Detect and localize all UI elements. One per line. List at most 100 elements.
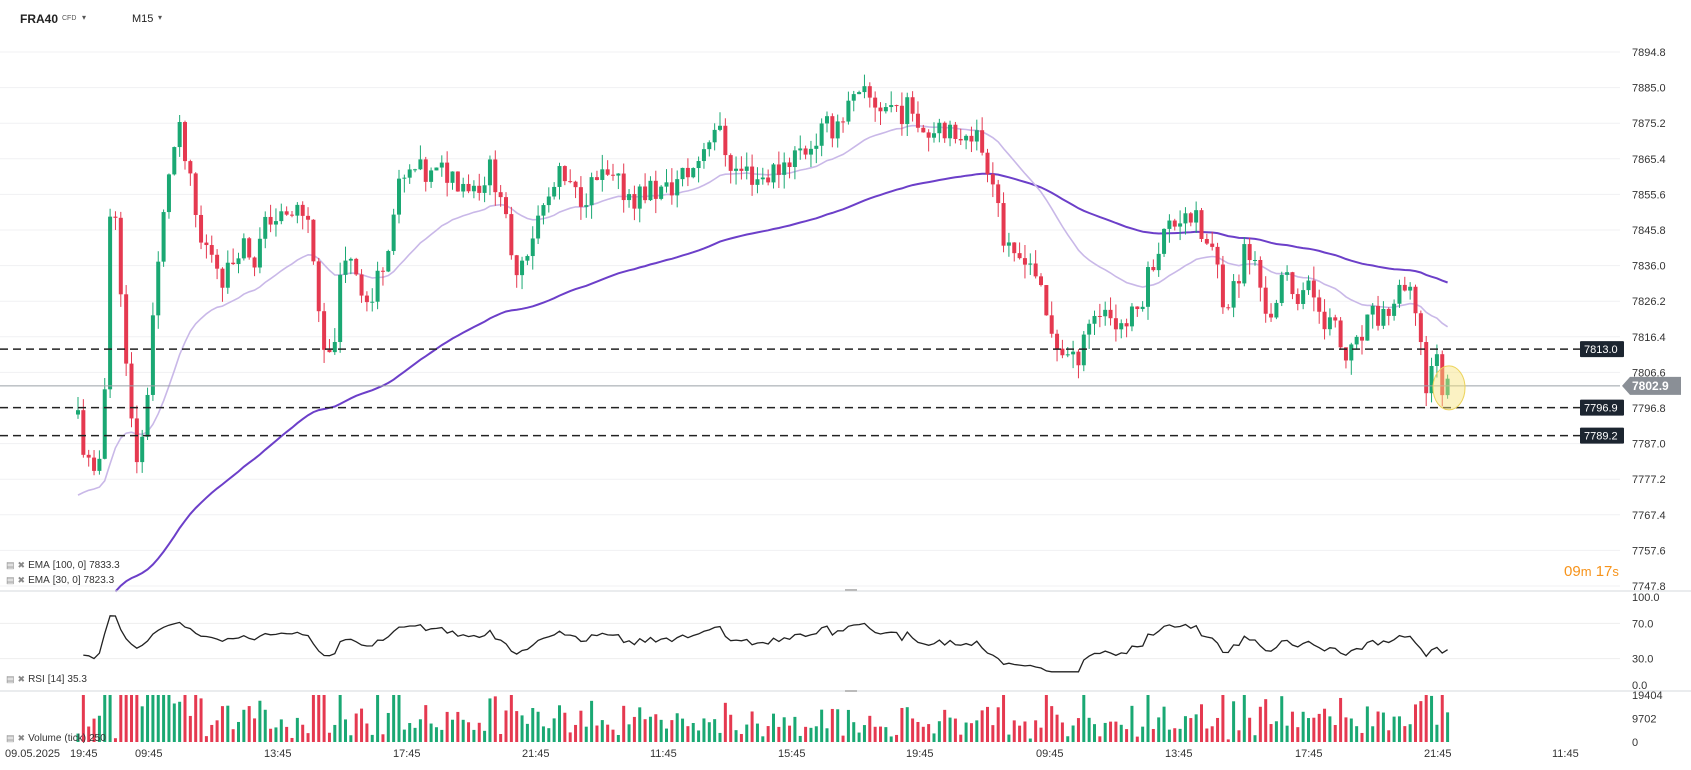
candle <box>562 165 567 186</box>
volume-bar <box>301 724 305 742</box>
volume-bar <box>541 726 545 742</box>
candle <box>1028 253 1033 275</box>
close-icon[interactable]: ✖ <box>17 575 26 585</box>
candle <box>787 157 792 179</box>
volume-bar <box>558 705 561 742</box>
candle <box>290 210 294 218</box>
chevron-down-icon[interactable]: ▾ <box>82 13 87 22</box>
candle-body <box>124 294 129 364</box>
candle <box>1226 304 1231 311</box>
candle-body <box>273 221 278 225</box>
candle <box>760 167 765 185</box>
candle <box>798 135 803 160</box>
volume-bar <box>92 718 96 742</box>
candle <box>905 92 910 137</box>
symbol-selector[interactable]: FRA40 <box>20 12 59 26</box>
candle-body <box>894 105 899 107</box>
chart-toolbar: FRA40 CFD ▾ M15 ▾ <box>0 0 1691 38</box>
volume-bar <box>327 732 331 742</box>
volume-bar <box>1007 734 1011 742</box>
candle-body <box>1162 228 1167 254</box>
candle-body <box>145 394 150 437</box>
candle <box>1076 349 1081 379</box>
candle <box>150 302 155 401</box>
candle <box>1360 325 1364 355</box>
volume-params: (tick) <box>64 733 87 744</box>
volume-bar <box>1050 706 1054 742</box>
close-icon[interactable]: ✖ <box>17 674 26 684</box>
volume-bar <box>290 737 294 742</box>
candle-body <box>1055 333 1060 349</box>
volume-bar <box>830 708 834 742</box>
candle-body <box>808 148 813 155</box>
settings-icon[interactable]: ▤ <box>6 733 15 743</box>
candle <box>1183 207 1188 235</box>
volume-bar <box>397 695 401 742</box>
candle-body <box>1033 263 1038 277</box>
candle-body <box>215 254 220 269</box>
candle-body <box>1285 272 1290 275</box>
volume-bar <box>317 695 321 742</box>
candle <box>1204 233 1209 246</box>
candle <box>113 211 118 230</box>
candle-body <box>691 168 696 178</box>
volume-bar <box>81 695 85 742</box>
volume-bar <box>1141 726 1145 742</box>
candle <box>734 156 739 185</box>
volume-bar <box>162 695 166 742</box>
volume-bar <box>911 718 915 742</box>
candle-body <box>140 436 145 463</box>
candle <box>247 236 252 260</box>
candle-body <box>728 155 733 171</box>
candle <box>380 267 385 286</box>
candle <box>873 91 878 122</box>
volume-bar <box>360 708 364 742</box>
candle-body <box>1135 306 1140 310</box>
volume-bar <box>1216 717 1220 742</box>
candle-body <box>1343 347 1348 361</box>
candle <box>600 154 605 192</box>
settings-icon[interactable]: ▤ <box>6 560 15 570</box>
candle-body <box>236 258 241 265</box>
candle <box>348 257 353 275</box>
candle-body <box>225 262 230 288</box>
volume-bar <box>1210 726 1214 742</box>
candle <box>739 156 744 180</box>
price-tick-label: 7875.2 <box>1632 118 1666 130</box>
candle-body <box>883 107 888 112</box>
price-tick-label: 7796.8 <box>1632 403 1666 415</box>
volume-bar <box>1012 720 1016 742</box>
candle <box>471 180 476 199</box>
timeframe-selector[interactable]: M15 <box>132 13 154 25</box>
candle-body <box>295 204 300 216</box>
candle-body <box>439 162 444 168</box>
candle-body <box>1140 306 1145 310</box>
close-icon[interactable]: ✖ <box>17 560 26 570</box>
candle <box>1242 237 1247 287</box>
candle-body <box>841 121 846 123</box>
candle <box>616 173 621 190</box>
candle <box>295 202 300 224</box>
candle-body <box>958 138 963 141</box>
candle-body <box>199 214 204 243</box>
volume-bar <box>1333 724 1337 742</box>
candle <box>1343 347 1348 369</box>
settings-icon[interactable]: ▤ <box>6 674 15 684</box>
candle <box>134 405 139 474</box>
volume-bar <box>616 734 620 742</box>
candle <box>193 172 198 228</box>
volume-bar <box>547 728 551 742</box>
candle-body <box>279 211 284 222</box>
close-icon[interactable]: ✖ <box>17 733 26 743</box>
chevron-down-icon[interactable]: ▾ <box>158 13 163 22</box>
candle <box>300 201 305 230</box>
settings-icon[interactable]: ▤ <box>6 575 15 585</box>
countdown-seconds: 17 <box>1595 563 1613 580</box>
candle-body <box>113 216 118 218</box>
candle-body <box>263 216 268 239</box>
candle-body <box>332 342 337 353</box>
candle <box>199 205 204 250</box>
candle-body <box>568 181 573 183</box>
volume-bar <box>948 717 952 742</box>
